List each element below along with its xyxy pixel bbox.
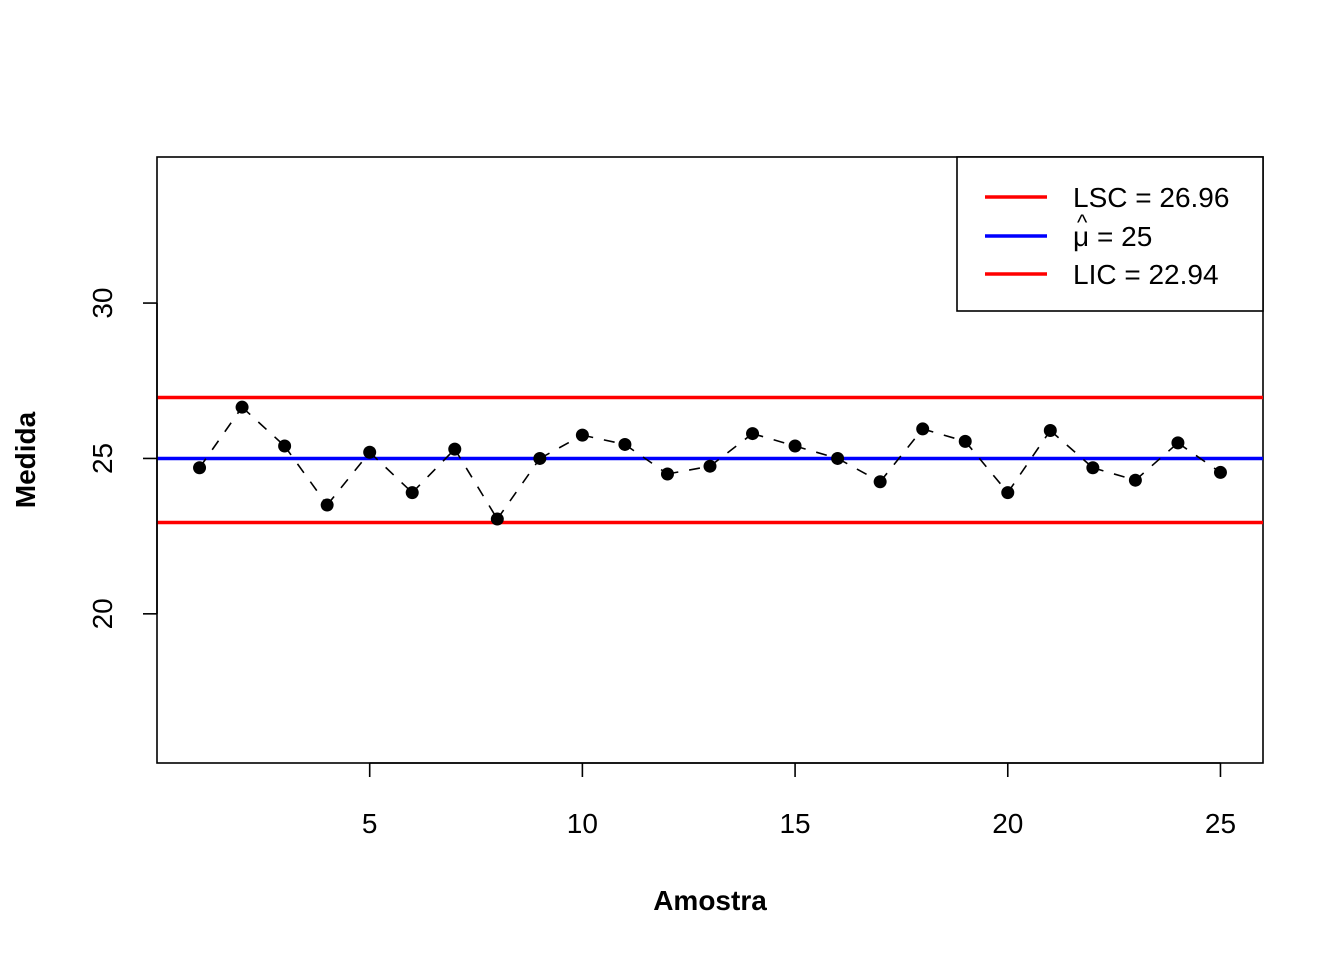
series-segment [496, 457, 541, 520]
data-point [575, 428, 589, 442]
data-point [873, 475, 887, 489]
series-segment [1007, 430, 1051, 494]
series-segment [837, 457, 881, 483]
series-segment [964, 440, 1009, 494]
series-segment [454, 448, 498, 520]
x-axis: 5 10 15 20 25 [362, 762, 1236, 839]
series-segment [411, 448, 456, 494]
data-point [1001, 486, 1015, 500]
data-point [618, 437, 632, 451]
series-medida [193, 400, 1227, 526]
x-tick-label: 15 [779, 808, 810, 839]
legend-label-lsc: LSC = 26.96 [1073, 182, 1229, 213]
series-segment [667, 465, 711, 475]
y-tick-label: 30 [87, 287, 118, 318]
data-point [1171, 436, 1185, 450]
data-point [831, 451, 845, 465]
series-segment [1134, 442, 1179, 481]
series-segment [1092, 467, 1136, 481]
series-segment [283, 445, 328, 506]
series-segment [539, 434, 583, 460]
data-point [1128, 473, 1142, 487]
legend-label-lic: LIC = 22.94 [1073, 259, 1219, 290]
x-tick-label: 10 [567, 808, 598, 839]
series-segment [369, 451, 413, 494]
legend-label-mu: μ [1073, 221, 1089, 252]
data-point [660, 467, 674, 481]
x-axis-title: Amostra [653, 885, 767, 916]
x-tick-label: 5 [362, 808, 378, 839]
x-tick-label: 25 [1205, 808, 1236, 839]
series-segment [879, 428, 924, 483]
data-point [320, 498, 334, 512]
y-axis-title: Medida [10, 411, 41, 508]
series-segment [794, 445, 838, 460]
data-point [235, 400, 249, 414]
data-point [193, 461, 207, 475]
data-point [533, 451, 547, 465]
series-segment [752, 432, 796, 447]
series-segment [922, 428, 966, 443]
control-lines [157, 395, 1263, 525]
x-tick-label: 20 [992, 808, 1023, 839]
series-segment [1049, 429, 1094, 469]
series-segment [241, 406, 286, 447]
data-point [1043, 423, 1057, 437]
data-point [278, 439, 292, 453]
legend-box [956, 156, 1264, 312]
y-axis: 20 25 30 [87, 287, 158, 629]
series-segment [624, 443, 668, 475]
series-segment [709, 432, 754, 467]
y-tick-label: 20 [87, 598, 118, 629]
data-point [1086, 461, 1100, 475]
data-point [1213, 465, 1227, 479]
legend: LSC = 26.96 ^ μ = 25 LIC = 22.94 [956, 156, 1264, 312]
data-point [490, 512, 504, 526]
data-point [958, 434, 972, 448]
y-tick-label: 25 [87, 443, 118, 474]
legend-label-mu-hat: ^ [1077, 210, 1088, 235]
data-point [916, 422, 930, 436]
data-point [363, 445, 377, 459]
data-point [448, 442, 462, 456]
data-point [746, 427, 760, 441]
data-point [405, 486, 419, 500]
series-segment [582, 434, 626, 446]
legend-label-center-value: = 25 [1097, 221, 1152, 252]
series-segment [1177, 442, 1221, 474]
data-point [788, 439, 802, 453]
data-point [703, 459, 717, 473]
